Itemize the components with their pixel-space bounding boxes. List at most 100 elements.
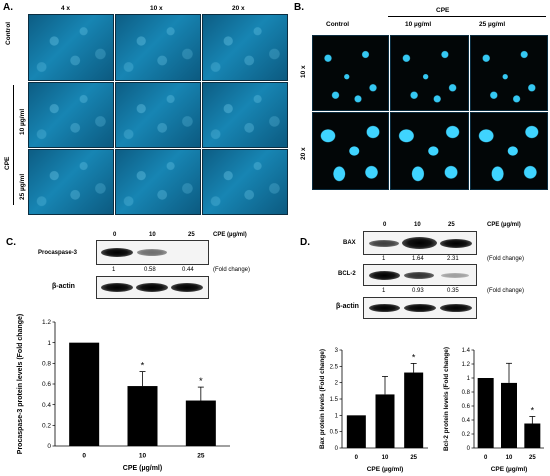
micrograph-a-10-4x: [28, 82, 114, 148]
panel-b-row-10x: 10 x: [300, 65, 307, 78]
x-tick-label: 0: [355, 455, 359, 461]
x-tick-label: 0: [82, 453, 86, 460]
panel-a-cpe-label: CPE: [4, 156, 11, 170]
bar: [185, 400, 216, 446]
micrograph-a-25-10x: [115, 149, 201, 215]
y-tick-label: 1.4: [462, 348, 471, 354]
bar: [477, 378, 494, 448]
micrograph-a-25-4x: [28, 149, 114, 215]
panel-d-loading-label: β-actin: [336, 303, 359, 310]
panel-d-lane-0: 0: [383, 222, 387, 228]
panel-a-row-25: 25 µg/ml: [19, 173, 26, 200]
y-tick-label: 0: [335, 446, 339, 452]
panel-d-letter: D.: [300, 237, 310, 248]
x-axis-label: CPE (µg/ml): [491, 466, 528, 473]
x-tick-label: 25: [529, 455, 536, 461]
panel-d-bax-fold-2: 1.64: [412, 256, 424, 262]
panel-a-mag-4x: 4 x: [61, 5, 71, 12]
panel-d-bcl-fold-2: 0.93: [412, 288, 424, 294]
panel-a-row-10: 10 µg/ml: [19, 108, 26, 135]
micrograph-b-control-20x: [312, 112, 389, 190]
blot-band: [440, 304, 472, 312]
bar: [69, 342, 100, 446]
blot-bcl2: [363, 264, 477, 286]
y-tick-label: 1.2: [42, 319, 51, 326]
bar: [524, 423, 541, 448]
blot-band: [101, 283, 133, 292]
panel-c-loading-label: β-actin: [52, 283, 75, 290]
panel-a-cpe-bracket: [13, 85, 14, 205]
x-axis-label: CPE (µg/ml): [123, 465, 162, 472]
blot-band: [171, 283, 203, 292]
y-tick-label: 1: [47, 340, 51, 347]
micrograph-a-control-10x: [115, 14, 201, 81]
micrograph-a-control-20x: [202, 14, 288, 81]
panel-d-lane-10: 10: [414, 222, 421, 228]
blot-bactin-d: [363, 297, 477, 319]
panel-d-unit: CPE (µg/ml): [487, 222, 521, 228]
panel-c-lane-25: 25: [188, 232, 195, 238]
blot-band: [137, 249, 167, 256]
x-tick-label: 25: [197, 453, 205, 460]
panel-d-bax-fold-1: 1: [382, 256, 386, 262]
blot-band: [402, 237, 437, 249]
blot-band: [369, 240, 399, 247]
micrograph-a-10-20x: [202, 82, 288, 148]
x-tick-label: 25: [410, 455, 417, 461]
blot-band: [404, 304, 436, 312]
micrograph-b-10-20x: [390, 112, 469, 190]
y-tick-label: 2: [335, 381, 339, 387]
panel-b-row-20x: 20 x: [300, 147, 307, 160]
blot-band: [369, 304, 400, 312]
y-tick-label: 0: [467, 446, 471, 452]
micrograph-b-25-20x: [470, 112, 548, 190]
blot-bactin-c: [96, 276, 209, 299]
panel-b-cpe-line: [388, 16, 546, 17]
panel-c-fold-2: 0.58: [144, 267, 156, 273]
panel-b-letter: B.: [294, 2, 304, 13]
y-tick-label: 0.4: [42, 402, 51, 409]
micrograph-b-10-10x: [390, 35, 469, 111]
significance-marker: *: [412, 352, 416, 362]
panel-a-letter: A.: [3, 2, 13, 13]
y-tick-label: 1: [467, 376, 471, 382]
y-tick-label: 1.2: [462, 362, 471, 368]
panel-c-target-label: Procaspase-3: [38, 250, 78, 256]
panel-a-mag-10x: 10 x: [150, 5, 163, 12]
micrograph-a-10-10x: [115, 82, 201, 148]
panel-d-bax-label: BAX: [343, 240, 356, 246]
panel-d-bcl-fold-label: (Fold change): [487, 288, 525, 294]
y-tick-label: 2.5: [330, 364, 339, 370]
blot-band: [404, 272, 434, 279]
y-tick-label: 0: [47, 443, 51, 450]
bar: [501, 382, 517, 448]
y-tick-label: 1: [335, 413, 339, 419]
blot-band: [369, 271, 400, 280]
y-tick-label: 0.6: [42, 381, 51, 388]
blot-bax: [363, 231, 477, 255]
blot-band: [441, 273, 469, 278]
chart-procaspase3: 0 0.2 0.4 0.6 0.8 1 1.2 0 * 10 * 25 CPE (µg/ml) Proca…: [17, 314, 230, 472]
panel-d-bax-fold-3: 2.31: [447, 256, 459, 262]
panel-c-fold-3: 0.44: [182, 267, 194, 273]
panel-b-cpe-label: CPE: [436, 7, 450, 14]
x-tick-label: 0: [484, 455, 488, 461]
blot-band: [440, 239, 472, 248]
bar: [127, 386, 158, 446]
micrograph-b-control-10x: [312, 35, 389, 111]
y-tick-label: 0.2: [42, 423, 51, 430]
panel-c-unit: CPE (µg/ml): [213, 232, 247, 238]
panel-c-letter: C.: [6, 237, 16, 248]
y-tick-label: 0.8: [462, 390, 471, 396]
micrograph-b-25-10x: [470, 35, 548, 111]
chart-bax: 0 0.5 1 1.5 2 2.5 3 0 10 * 25 CPE (µg/ml) Bax protei…: [319, 348, 428, 473]
panel-b-col-10: 10 µg/ml: [405, 21, 432, 28]
panel-d-bcl-label: BCL-2: [338, 271, 356, 277]
panel-c-fold-label: (Fold change): [213, 267, 251, 273]
x-tick-label: 10: [139, 453, 147, 460]
panel-d-lane-25: 25: [448, 222, 455, 228]
panel-a-row-control: Control: [5, 21, 12, 45]
y-axis-label: Bax protein levels (Fold change): [319, 349, 326, 449]
x-tick-label: 10: [506, 455, 513, 461]
